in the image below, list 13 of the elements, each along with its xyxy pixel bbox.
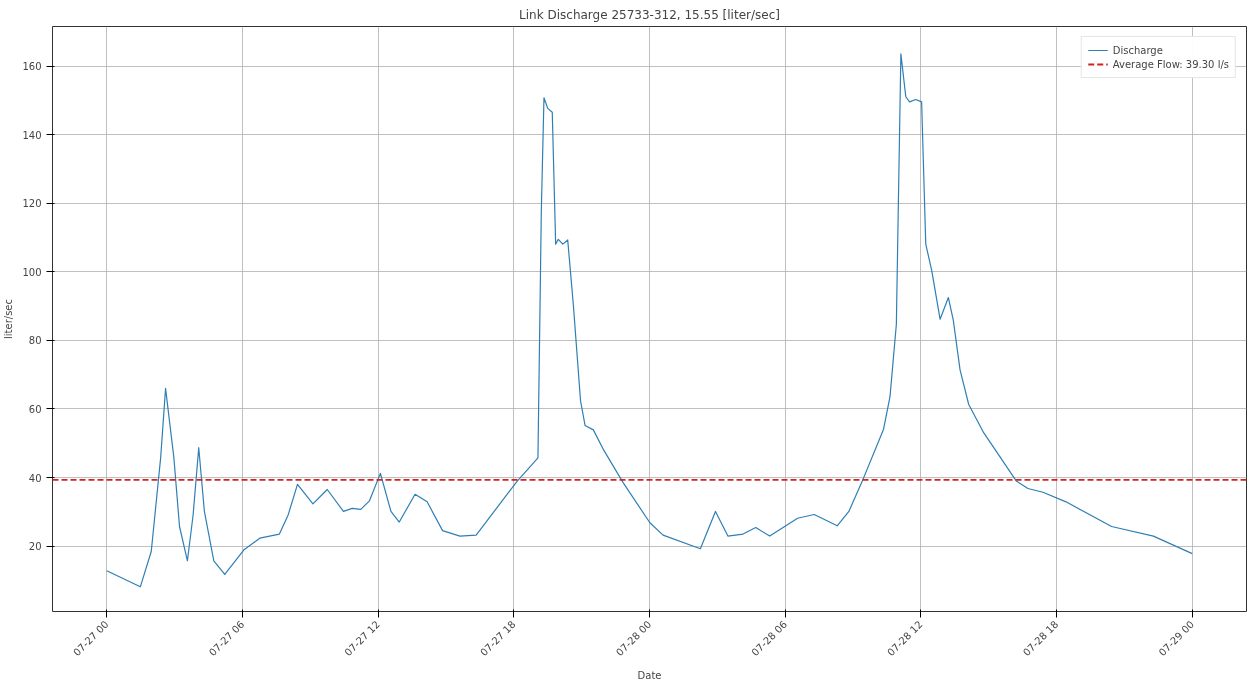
x-axis-title: Date [637, 670, 662, 682]
legend-label: Average Flow: 39.30 l/s [1112, 58, 1229, 70]
y-tick-label: 60 [28, 403, 42, 415]
y-tick-label: 120 [22, 198, 42, 210]
y-tick-label: 140 [22, 129, 42, 141]
y-tick-label: 20 [28, 541, 42, 553]
y-axis-title: liter/sec [3, 299, 15, 339]
legend-label: Discharge [1112, 44, 1163, 56]
y-tick-label: 160 [22, 61, 42, 73]
y-tick-label: 40 [28, 472, 42, 484]
y-tick-label: 100 [22, 266, 42, 278]
y-tick-label: 80 [28, 335, 42, 347]
chart-title: Link Discharge 25733-312, 15.55 [liter/sec] [519, 7, 780, 22]
